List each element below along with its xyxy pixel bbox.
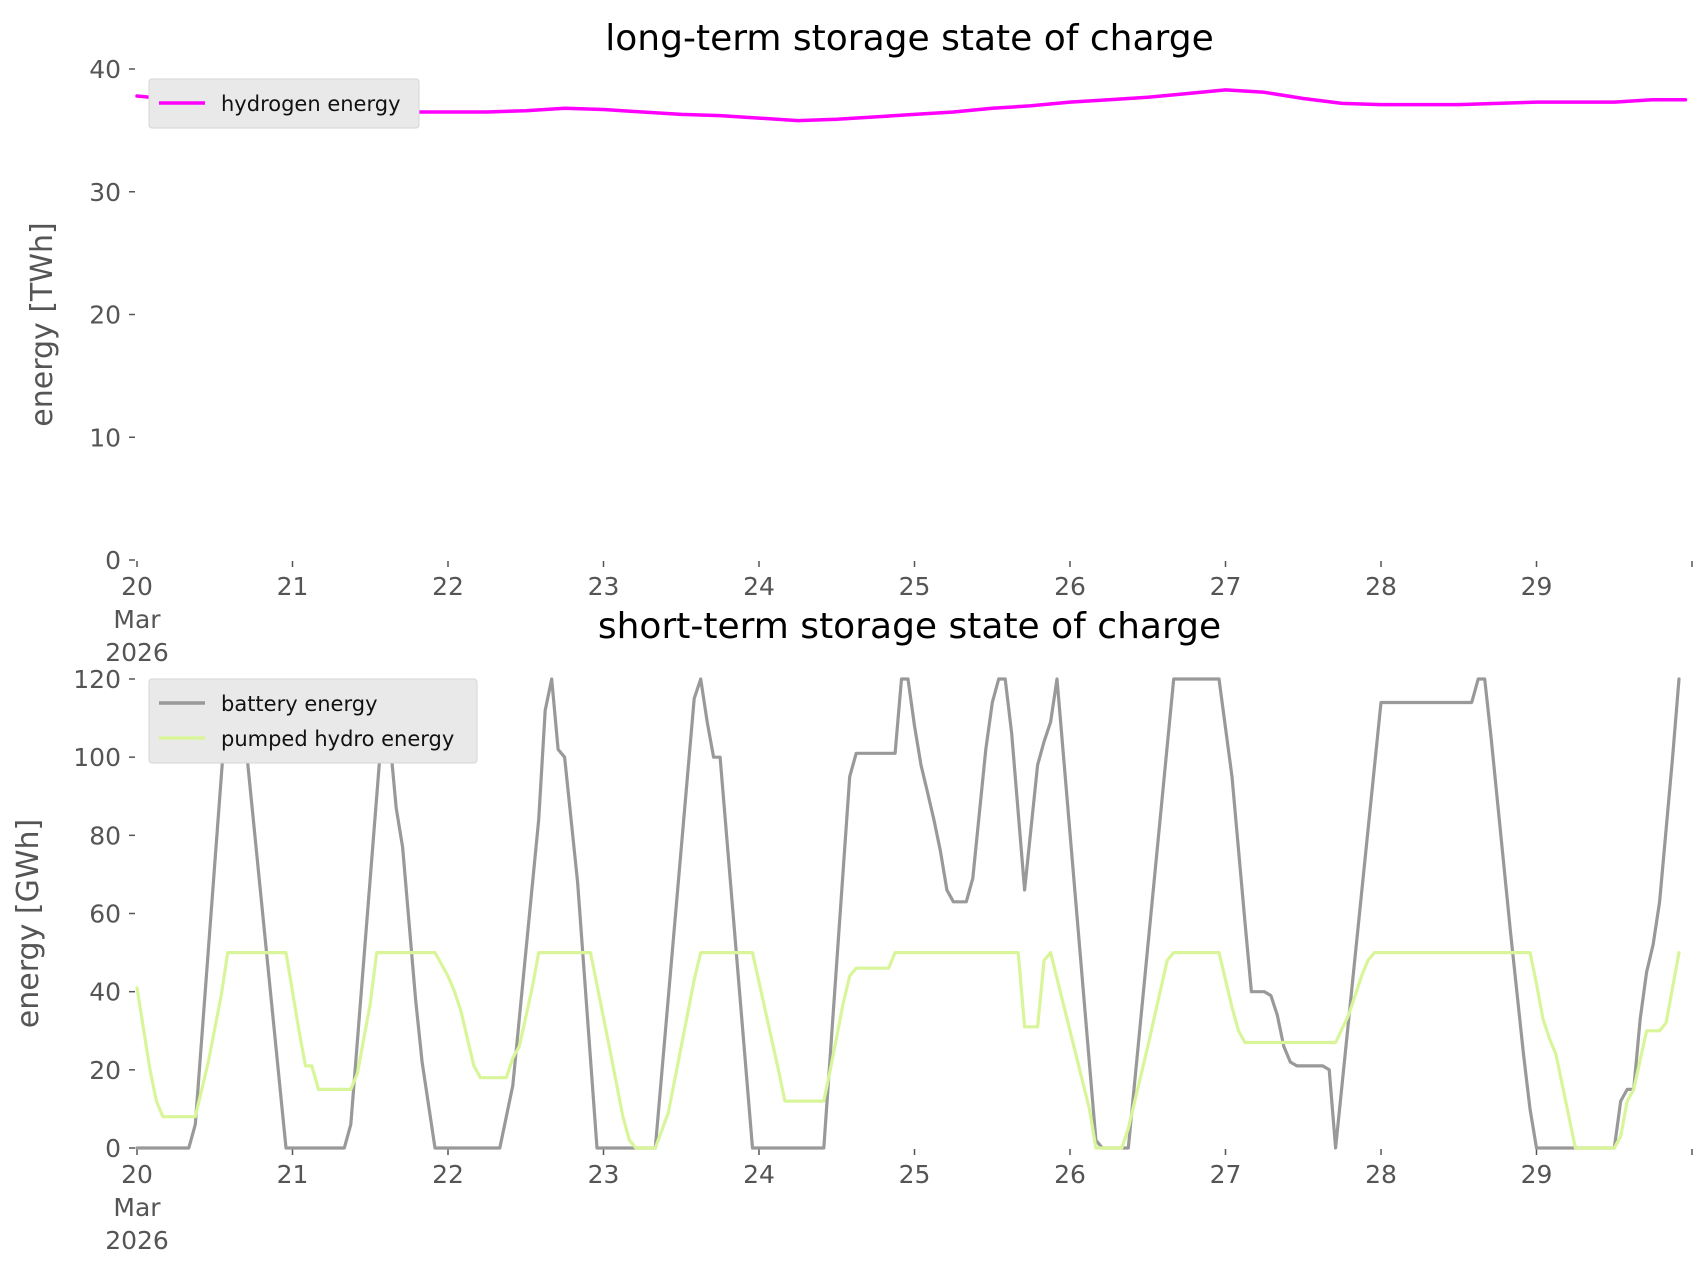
chart0-x-tick-line: 22 — [432, 572, 464, 601]
chart1-series-line-1 — [135, 951, 1681, 1150]
chart1-y-axis-label: energy [GWh] — [11, 819, 46, 1028]
chart0-y-tick-label: 10 — [89, 423, 121, 452]
chart0-x-tick-label: 22 — [432, 572, 464, 601]
chart0-x-tick-line: 24 — [743, 572, 775, 601]
chart1-panel: short-term storage state of charge energy… — [11, 606, 1693, 1255]
chart1-x-tick-line: 26 — [1054, 1160, 1086, 1189]
chart1-y-tick-label: 40 — [89, 978, 121, 1007]
chart0-x-tick-line: 23 — [588, 572, 620, 601]
chart0-x-tick-line: 26 — [1054, 572, 1086, 601]
chart0-title: long-term storage state of charge — [605, 18, 1213, 59]
chart1-x-tick-line: Mar — [113, 1193, 161, 1222]
chart1-x-tick-label: 22 — [432, 1160, 464, 1189]
chart1-y-tick-label: 60 — [89, 900, 121, 929]
chart0-x-tick-label: 21 — [277, 572, 309, 601]
chart1-x-tick-line: 28 — [1365, 1160, 1397, 1189]
chart0-x-tick-label: 20 Mar 2026 — [105, 572, 169, 667]
chart1-x-tick-label: 27 — [1210, 1160, 1242, 1189]
chart1-x-tick-label: 29 — [1521, 1160, 1553, 1189]
chart0-x-tick-line: 2026 — [105, 638, 169, 667]
chart1-x-tick-label: 21 — [277, 1160, 309, 1189]
chart1-legend-label-0: battery energy — [221, 692, 378, 716]
chart0-x-tick-line: 20 — [121, 572, 153, 601]
chart1-x-tick-line: 27 — [1210, 1160, 1242, 1189]
chart0-x-tick-line: 25 — [899, 572, 931, 601]
chart0-x-tick-line: 29 — [1521, 572, 1553, 601]
chart0-x-tick-line: Mar — [113, 605, 161, 634]
chart0-x-tick-line: 28 — [1365, 572, 1397, 601]
chart1-y-tick-label: 0 — [105, 1134, 121, 1163]
chart1-y-tick-label: 20 — [89, 1056, 121, 1085]
chart1-title: short-term storage state of charge — [598, 606, 1221, 647]
chart1-x-tick-label: 28 — [1365, 1160, 1397, 1189]
chart0-x-tick-label: 24 — [743, 572, 775, 601]
chart1-x-tick-line: 29 — [1521, 1160, 1553, 1189]
chart0-x-tick-label: 23 — [588, 572, 620, 601]
chart0-y-tick-label: 40 — [89, 55, 121, 84]
chart1-legend — [148, 678, 478, 764]
chart0-y-tick-label: 30 — [89, 178, 121, 207]
chart1-series-line-0 — [135, 677, 1681, 1150]
chart1-x-tick-line: 23 — [588, 1160, 620, 1189]
chart0-y-tick-label: 0 — [105, 546, 121, 575]
chart0-x-tick-label: 26 — [1054, 572, 1086, 601]
chart1-x-tick-line: 2026 — [105, 1226, 169, 1255]
chart1-x-tick-line: 21 — [277, 1160, 309, 1189]
chart0-x-tick-label: 27 — [1210, 572, 1242, 601]
chart1-legend-label-1: pumped hydro energy — [221, 727, 454, 751]
chart1-x-tick-label: 20 Mar 2026 — [105, 1160, 169, 1255]
chart0-legend — [148, 78, 420, 129]
chart1-x-tick-line: 22 — [432, 1160, 464, 1189]
chart1-y-tick-label: 120 — [73, 665, 121, 694]
chart0-x-tick-label: 28 — [1365, 572, 1397, 601]
chart0-x-tick-label: 25 — [899, 572, 931, 601]
chart1-x-tick-line: 24 — [743, 1160, 775, 1189]
chart0-y-tick-label: 20 — [89, 301, 121, 330]
chart0-x-tick-line: 27 — [1210, 572, 1242, 601]
chart0-y-axis-label: energy [TWh] — [25, 222, 60, 426]
chart0-x-tick-line: 21 — [277, 572, 309, 601]
chart1-x-tick-label: 25 — [899, 1160, 931, 1189]
chart1-x-tick-line: 20 — [121, 1160, 153, 1189]
chart1-x-tick-label: 24 — [743, 1160, 775, 1189]
chart1-x-tick-label: 23 — [588, 1160, 620, 1189]
chart1-x-tick-line: 25 — [899, 1160, 931, 1189]
chart0-x-tick-label: 29 — [1521, 572, 1553, 601]
chart0-panel: long-term storage state of charge energy … — [25, 18, 1693, 667]
chart1-x-tick-label: 26 — [1054, 1160, 1086, 1189]
chart0-legend-label-0: hydrogen energy — [221, 92, 401, 116]
chart1-y-tick-label: 80 — [89, 821, 121, 850]
chart1-y-tick-label: 100 — [73, 743, 121, 772]
